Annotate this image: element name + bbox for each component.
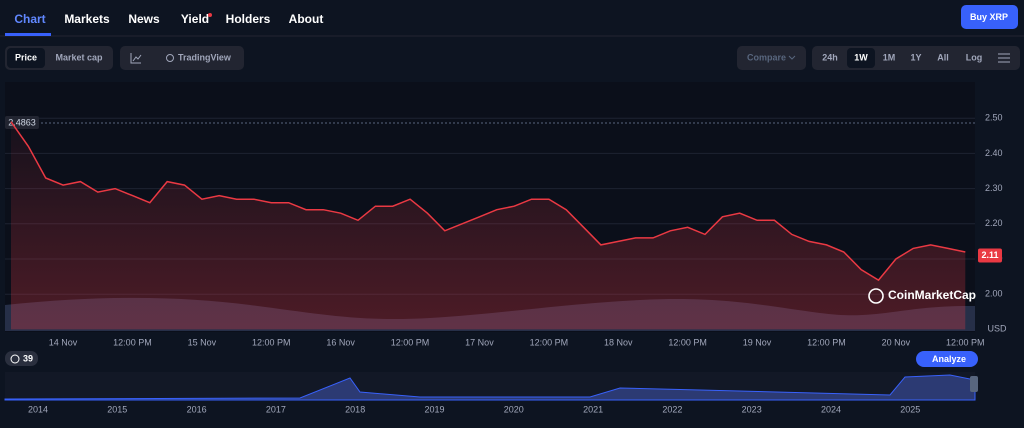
tradingview-btn[interactable]: TradingView — [178, 52, 232, 62]
y-tick-label: 2.00 — [985, 289, 1003, 299]
new-dot — [208, 13, 212, 17]
x-tick-label: 12:00 PM — [391, 337, 430, 347]
nav-tab[interactable]: Chart — [14, 12, 45, 26]
range-active — [847, 48, 875, 68]
y-tick-label: 2.20 — [985, 218, 1003, 228]
price-line — [10, 121, 966, 282]
year-label: 2023 — [742, 404, 762, 414]
year-label: 2018 — [345, 404, 365, 414]
nav-tab[interactable]: Holders — [226, 12, 271, 26]
current-badge — [978, 248, 1002, 263]
range-btn[interactable]: 24h — [822, 52, 838, 62]
price-area — [11, 121, 966, 330]
watermark: CoinMarketCap — [888, 288, 976, 302]
x-tick-label: 12:00 PM — [946, 337, 985, 347]
price-active — [7, 48, 45, 68]
year-label: 2017 — [266, 404, 286, 414]
analyze-text[interactable]: Analyze — [932, 354, 966, 364]
nav-tab[interactable]: Yield — [181, 12, 209, 26]
navigator-area — [4, 374, 976, 401]
year-label: 2016 — [187, 404, 207, 414]
year-label: 2021 — [583, 404, 603, 414]
settings-icon[interactable] — [998, 53, 1010, 63]
year-label: 2024 — [821, 404, 841, 414]
x-tick-label: 12:00 PM — [668, 337, 707, 347]
analyze-button[interactable] — [916, 351, 978, 367]
y-tick-label: 2.50 — [985, 113, 1003, 123]
x-tick-label: 16 Nov — [326, 337, 355, 347]
navigator-handle[interactable] — [970, 376, 978, 392]
current-label: 2.11 — [981, 250, 998, 260]
chart-tools — [120, 46, 244, 70]
x-tick-label: 12:00 PM — [252, 337, 291, 347]
compare-btn[interactable]: Compare — [747, 52, 786, 62]
x-tick-label: 19 Nov — [743, 337, 772, 347]
buy-button[interactable] — [961, 5, 1018, 29]
x-tick-label: 12:00 PM — [530, 337, 569, 347]
range-btn[interactable]: Log — [966, 52, 983, 62]
y-unit: USD — [987, 323, 1007, 333]
tv-icon — [166, 54, 174, 62]
year-label: 2015 — [107, 404, 127, 414]
x-tick-label: 18 Nov — [604, 337, 633, 347]
badge-icon — [10, 354, 20, 364]
badge-text: 39 — [23, 353, 33, 363]
line-icon[interactable] — [130, 53, 142, 64]
x-tick-label: 17 Nov — [465, 337, 494, 347]
nav: Chart Markets News Yield Holders About — [14, 12, 323, 26]
range-btn[interactable]: 1Y — [910, 52, 921, 62]
ref-label: 2.4863 — [8, 117, 36, 127]
x-tick-label: 15 Nov — [188, 337, 217, 347]
range-btn[interactable]: 1W — [854, 52, 868, 62]
marketcap-btn[interactable]: Market cap — [55, 52, 103, 62]
year-label: 2014 — [28, 404, 48, 414]
badge[interactable] — [5, 351, 38, 366]
x-tick-label: 14 Nov — [49, 337, 78, 347]
y-tick-label: 2.30 — [985, 183, 1003, 193]
ranges: 24h 1W 1M 1Y All Log — [822, 52, 982, 62]
year-label: 2019 — [424, 404, 444, 414]
year-label: 2022 — [662, 404, 682, 414]
nav-tab[interactable]: Markets — [64, 12, 110, 26]
chevron — [788, 55, 796, 60]
range-btn[interactable]: 1M — [883, 52, 896, 62]
cmc-logo — [868, 288, 884, 304]
nav-tab[interactable]: About — [289, 12, 324, 26]
year-label: 2020 — [504, 404, 524, 414]
compare-box[interactable] — [737, 46, 806, 70]
x-tick-label: 12:00 PM — [113, 337, 152, 347]
x-tick-label: 20 Nov — [882, 337, 911, 347]
years: 2014 2015 2016 2017 2018 2019 2020 2021 2022 2023… — [28, 404, 920, 414]
x-tick-label: 12:00 PM — [807, 337, 846, 347]
year-label: 2025 — [900, 404, 920, 414]
tab-indicator — [5, 33, 51, 36]
range-btn[interactable]: All — [937, 52, 949, 62]
price-btn[interactable]: Price — [15, 52, 37, 62]
nav-tab[interactable]: News — [128, 12, 160, 26]
y-tick-label: 2.40 — [985, 148, 1003, 158]
buy-label[interactable]: Buy XRP — [970, 12, 1008, 22]
